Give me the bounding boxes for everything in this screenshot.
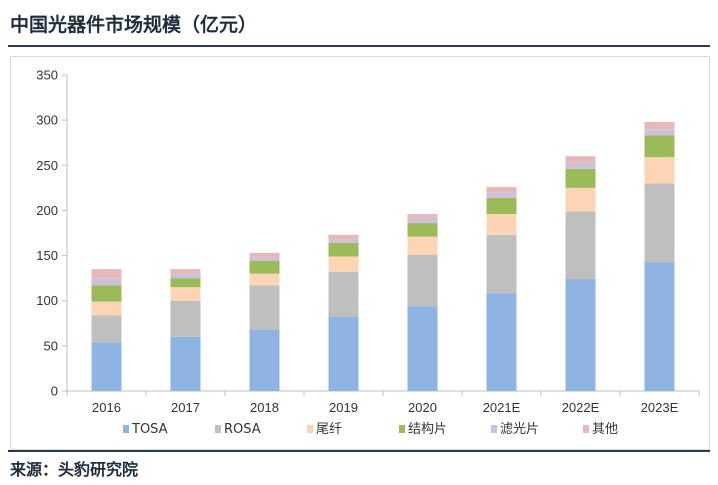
bar-segment [91,315,122,343]
bar-segment [407,236,438,255]
legend-label: 尾纤 [316,422,342,437]
legend-swatch [491,425,497,433]
source-divider [8,450,710,452]
x-tick-label: 2021E [483,400,521,415]
bar-segment [249,260,280,274]
bar-segment [249,252,280,258]
bar-segment [170,273,201,279]
bar-segment [328,242,359,257]
bar-segment [170,300,201,337]
stacked-bar-chart: 0 50 100 150 200 250 300 350 2016 2017 2018 2019 202… [36,68,700,437]
x-tick-label: 2020 [408,400,437,415]
bar-segment [407,254,438,307]
bar-segment [565,211,596,280]
y-tick-label: 100 [36,293,58,308]
bar-segment [407,214,438,219]
bar-segment [91,285,122,302]
bar-segment [486,186,517,193]
x-tick-label: 2017 [171,400,200,415]
bar-segment [328,234,359,240]
y-tick-label: 50 [44,338,58,353]
bar-segment [565,162,596,169]
legend-swatch [307,425,313,433]
bar-segment [170,287,201,301]
bar-segment [91,342,122,391]
chart-frame: 0 50 100 150 200 250 300 350 2016 2017 2018 2019 202… [10,56,710,450]
legend-swatch [215,425,221,433]
legend-label: 滤光片 [500,422,539,437]
x-tick-label: 2019 [329,400,358,415]
legend-label: TOSA [131,422,168,437]
bar-segment [565,187,596,212]
bar-segment [486,293,517,391]
bar-segment [407,223,438,237]
x-tick-label: 2018 [250,400,279,415]
y-tick-label: 300 [36,113,58,128]
bar-segment [249,285,280,330]
bar-segment [249,257,280,261]
bar-segment [170,269,201,274]
bar-segment [91,301,122,316]
bar-segment [249,273,280,286]
bar-segment [565,168,596,188]
bar-segment [486,192,517,198]
legend-swatch [583,425,589,433]
bar-segment [644,129,675,136]
bar-segment [565,156,596,163]
bar-segment [486,197,517,215]
bar-segment [91,269,122,279]
bar-segment [644,183,675,262]
bar-segment [249,329,280,391]
bar-segment [328,271,359,317]
x-tick-label: 2022E [562,400,600,415]
bar-segment [328,239,359,243]
bar-segment [407,306,438,391]
bar-segment [328,256,359,272]
bar-segment [486,214,517,235]
chart-title: 中国光器件市场规模（亿元） [10,14,258,36]
legend-label: 其他 [592,422,618,437]
bar-segment [170,278,201,288]
legend-label: 结构片 [408,422,447,437]
legend-swatch [123,425,129,433]
y-tick-label: 250 [36,158,58,173]
bar-segment [565,279,596,391]
bar-segment [644,157,675,184]
title-divider [8,45,710,47]
bar-segment [644,121,675,130]
bar-segment [328,316,359,391]
legend-label: ROSA [224,422,261,437]
legend-swatch [399,425,405,433]
bar-segment [407,218,438,224]
bar-segment [644,261,675,391]
bar-segment [91,278,122,286]
y-tick-label: 350 [36,68,58,83]
bar-segment [486,234,517,294]
y-tick-label: 200 [36,203,58,218]
y-tick-label: 150 [36,248,58,263]
bar-segment [644,135,675,158]
bar-segment [170,336,201,391]
x-tick-label: 2016 [92,400,121,415]
x-tick-label: 2023E [641,400,679,415]
source-note: 来源：头豹研究院 [10,460,139,479]
y-tick-label: 0 [51,384,58,399]
